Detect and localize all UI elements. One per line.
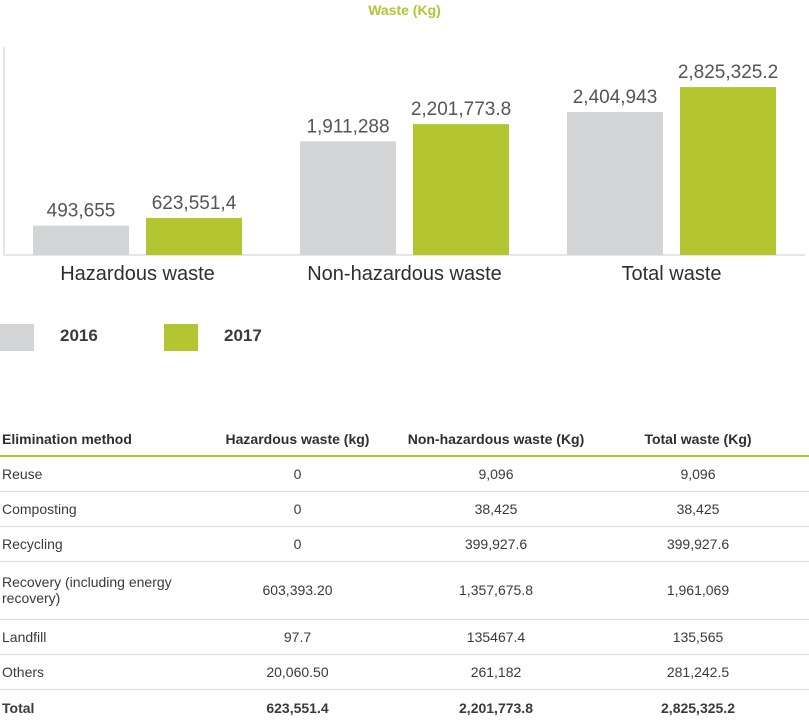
row-label: Total bbox=[2, 700, 35, 717]
row-label: Composting bbox=[0, 491, 190, 527]
table-cell: 38,425 bbox=[587, 491, 809, 527]
table-cell: 603,393.20 bbox=[190, 561, 405, 620]
bar-2016-2 bbox=[567, 112, 663, 256]
table-cell: 0 bbox=[190, 491, 405, 527]
data-label-2017-2: 2,825,325.2 bbox=[678, 62, 778, 83]
table-cell: 135467.4 bbox=[405, 619, 587, 655]
table-cell: 399,927.6 bbox=[587, 526, 809, 562]
table-cell: 623,551.4 bbox=[266, 700, 329, 717]
table-cell: 261,182 bbox=[405, 654, 587, 690]
data-label-2017-0: 623,551,4 bbox=[152, 193, 237, 214]
table-cell: 1,357,675.8 bbox=[405, 561, 587, 620]
bar-2016-1 bbox=[300, 141, 396, 255]
row-label: Recycling bbox=[0, 526, 190, 562]
table-total-row: Total 623,551.4 2,201,773.8 2,825,325.2 bbox=[0, 689, 809, 727]
elimination-table: Elimination method Hazardous waste (kg) … bbox=[0, 423, 809, 727]
table-cell: 399,927.6 bbox=[405, 526, 587, 562]
table-cell: 97.7 bbox=[190, 619, 405, 655]
legend-label-2016: 2016 bbox=[60, 326, 98, 345]
data-label-2016-2: 2,404,943 bbox=[573, 87, 658, 108]
row-label: Landfill bbox=[0, 619, 190, 655]
table-row: Composting 0 38,425 38,425 bbox=[0, 491, 809, 527]
bar-2017-2 bbox=[680, 87, 776, 255]
table-cell: 0 bbox=[190, 456, 405, 492]
bar-2017-1 bbox=[413, 124, 509, 255]
table-cell: 135,565 bbox=[587, 619, 809, 655]
bar-chart: 493,655 623,551,4 Hazardous waste 1,911,288… bbox=[3, 47, 805, 285]
category-label-0: Hazardous waste bbox=[60, 263, 215, 285]
chart-axis bbox=[3, 47, 805, 256]
bar-2016-0 bbox=[33, 225, 129, 255]
legend-label-2017: 2017 bbox=[224, 326, 262, 345]
header-method: Elimination method bbox=[0, 423, 190, 457]
data-label-2017-1: 2,201,773.8 bbox=[411, 99, 511, 120]
bar-2017-0 bbox=[146, 217, 242, 255]
table-cell: 1,961,069 bbox=[587, 561, 809, 620]
legend-swatch-2016 bbox=[0, 324, 34, 351]
data-label-2016-0: 493,655 bbox=[47, 201, 116, 222]
table-header-row: Elimination method Hazardous waste (kg) … bbox=[0, 423, 809, 457]
header-hazardous: Hazardous waste (kg) bbox=[190, 423, 405, 457]
row-label: Others bbox=[0, 654, 190, 690]
table-cell: 281,242.5 bbox=[587, 654, 809, 690]
table-row: Others 20,060.50 261,182 281,242.5 bbox=[0, 654, 809, 690]
row-label: Recovery (including energy recovery) bbox=[0, 561, 190, 620]
table-row: Landfill 97.7 135467.4 135,565 bbox=[0, 619, 809, 655]
table-cell: 20,060.50 bbox=[190, 654, 405, 690]
table-cell: 38,425 bbox=[405, 491, 587, 527]
chart-title: Waste (Kg) bbox=[368, 2, 441, 18]
category-label-2: Total waste bbox=[621, 263, 721, 285]
table-cell: 9,096 bbox=[587, 456, 809, 492]
data-label-2016-1: 1,911,288 bbox=[306, 116, 389, 137]
legend-swatch-2017 bbox=[164, 324, 198, 351]
table-cell: 2,201,773.8 bbox=[459, 700, 533, 717]
table-cell: 9,096 bbox=[405, 456, 587, 492]
table-row: Recovery (including energy recovery) 603,… bbox=[0, 561, 809, 620]
header-non-hazardous: Non-hazardous waste (Kg) bbox=[405, 423, 587, 457]
table-cell: 2,825,325.2 bbox=[661, 700, 735, 717]
row-label: Reuse bbox=[0, 456, 190, 492]
table-cell: 0 bbox=[190, 526, 405, 562]
table-row: Recycling 0 399,927.6 399,927.6 bbox=[0, 526, 809, 562]
category-label-1: Non-hazardous waste bbox=[307, 263, 502, 285]
table-row: Reuse 0 9,096 9,096 bbox=[0, 456, 809, 492]
header-total: Total waste (Kg) bbox=[587, 423, 809, 457]
